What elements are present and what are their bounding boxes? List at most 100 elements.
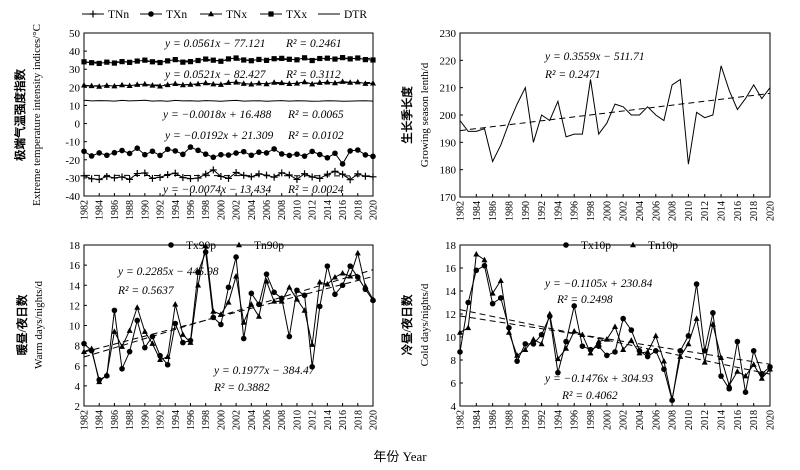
data-point	[286, 152, 293, 159]
data-point	[186, 175, 194, 183]
data-point	[693, 315, 700, 321]
data-point	[339, 161, 346, 167]
data-point	[255, 313, 262, 319]
x-tick-label: 2018	[353, 200, 364, 220]
regression-equation: y = −0.1105x + 230.84	[544, 278, 653, 290]
data-point	[354, 249, 361, 256]
data-point	[240, 319, 247, 325]
x-tick-label: 2002	[619, 201, 630, 221]
data-point	[677, 348, 684, 354]
legend-marker	[168, 242, 174, 248]
data-point	[538, 331, 545, 338]
data-point	[195, 57, 201, 64]
data-point	[286, 56, 292, 62]
y-tick-label: 220	[440, 55, 457, 67]
legend-marker	[89, 10, 97, 18]
x-tick-label: 2000	[602, 410, 613, 430]
data-point	[278, 298, 285, 304]
x-tick-label: 2020	[369, 200, 380, 220]
y-tick-label: 230	[440, 28, 457, 40]
figure-x-label: 年份 Year	[373, 449, 427, 464]
data-point	[370, 79, 376, 86]
data-point	[217, 81, 224, 87]
data-point	[240, 148, 247, 155]
data-point	[172, 320, 179, 327]
data-point	[742, 372, 749, 379]
data-point	[111, 82, 118, 89]
data-point	[126, 82, 133, 89]
data-point	[126, 348, 133, 355]
y-tick-label: -20	[65, 155, 80, 167]
data-point	[286, 284, 293, 290]
data-point	[563, 345, 570, 351]
data-point	[111, 60, 118, 66]
legend-label: Tn90p	[254, 240, 284, 252]
x-tick-label: 1986	[488, 201, 499, 221]
x-tick-label: 2020	[369, 410, 380, 430]
data-point	[81, 81, 87, 88]
data-point	[103, 371, 110, 378]
data-point	[324, 263, 331, 269]
regression-equation: y = 0.0561x − 77.121	[164, 38, 265, 50]
x-tick-label: 2008	[277, 410, 288, 430]
data-point	[164, 361, 171, 368]
legend-label: TXx	[286, 9, 307, 21]
data-point	[301, 170, 309, 178]
y-tick-label: 6	[451, 378, 457, 390]
legend-marker	[208, 10, 214, 17]
y-tick-label: 180	[440, 165, 457, 177]
regression-r2: R² = 0.3882	[213, 382, 270, 394]
data-point	[95, 176, 103, 184]
regression-r2: R² = 0.5637	[117, 285, 175, 297]
data-point	[294, 151, 300, 157]
data-point	[332, 291, 338, 298]
data-point	[179, 331, 186, 337]
data-point	[271, 146, 277, 152]
data-point	[164, 171, 172, 179]
data-point	[636, 349, 643, 356]
data-point	[718, 354, 725, 360]
data-point	[210, 314, 217, 321]
data-point	[331, 274, 338, 280]
data-point	[354, 274, 361, 281]
data-point	[347, 272, 354, 279]
x-tick-label: 2010	[684, 201, 695, 221]
data-point	[263, 150, 270, 156]
data-point	[172, 57, 178, 63]
data-point	[233, 150, 239, 156]
data-point	[595, 343, 602, 350]
data-point	[157, 356, 164, 363]
data-point	[126, 175, 134, 183]
data-point	[248, 301, 255, 307]
data-point	[119, 343, 126, 349]
data-point	[263, 57, 270, 63]
data-point	[172, 301, 179, 307]
data-point	[180, 59, 186, 65]
data-point	[233, 78, 240, 85]
data-point	[187, 339, 194, 345]
data-point	[96, 60, 102, 67]
data-point	[195, 80, 202, 87]
legend-label: TNn	[108, 9, 129, 21]
data-point	[119, 59, 125, 65]
data-point	[301, 292, 308, 299]
chart-4: 4 6 8 10 12 14 16 18 1982 1984 1986 1988 1990 1992 199…	[400, 240, 777, 430]
y-tick-label: 2	[75, 401, 81, 413]
data-point	[263, 278, 270, 284]
x-tick-label: 2018	[749, 201, 760, 221]
data-point	[339, 55, 346, 61]
legend-label: Tn10p	[648, 240, 678, 252]
y-axis-label: Cold days/nights/d	[419, 283, 431, 366]
x-tick-label: 1992	[537, 201, 548, 221]
x-tick-label: 2016	[338, 410, 349, 430]
y-tick-label: 16	[69, 260, 81, 272]
x-tick-label: 2002	[232, 200, 243, 220]
regression-r2: R² = 0.0065	[287, 109, 344, 121]
data-point	[133, 170, 141, 178]
data-point	[767, 366, 773, 372]
x-tick-label: 2020	[766, 410, 777, 430]
data-point	[750, 348, 757, 354]
data-point	[677, 353, 684, 359]
data-point	[179, 81, 186, 88]
